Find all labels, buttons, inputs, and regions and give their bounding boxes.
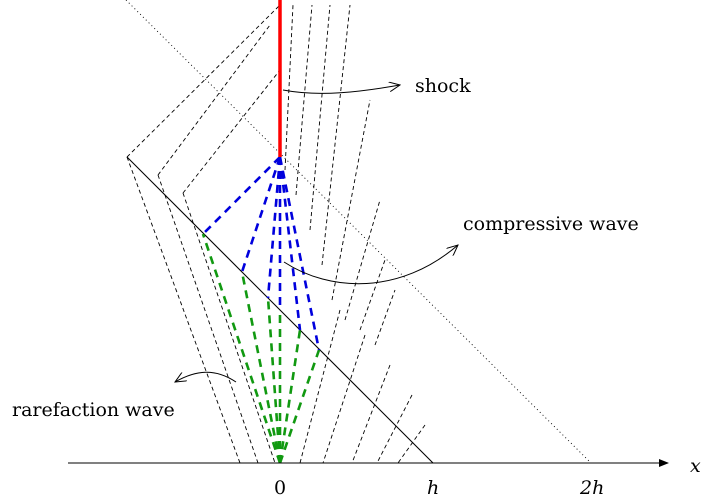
rarefaction-pointer-arrow <box>175 371 237 382</box>
rarefaction-fan <box>201 233 321 464</box>
tick-label-2h: 2h <box>579 477 604 499</box>
solid-diagonal <box>126 156 434 464</box>
compressive-pointer-arrow <box>283 245 458 285</box>
tick-label-h: h <box>427 477 439 499</box>
dotted-line <box>125 0 592 464</box>
shock-pointer-arrow <box>282 85 400 94</box>
compressive-wave-label: compressive wave <box>463 213 639 235</box>
characteristic-lines <box>126 4 426 464</box>
x-axis-label: x <box>690 455 701 477</box>
tick-label-0: 0 <box>274 477 286 499</box>
compressive-fan <box>202 156 321 351</box>
shock-label: shock <box>415 75 471 97</box>
rarefaction-wave-label: rarefaction wave <box>12 399 175 421</box>
